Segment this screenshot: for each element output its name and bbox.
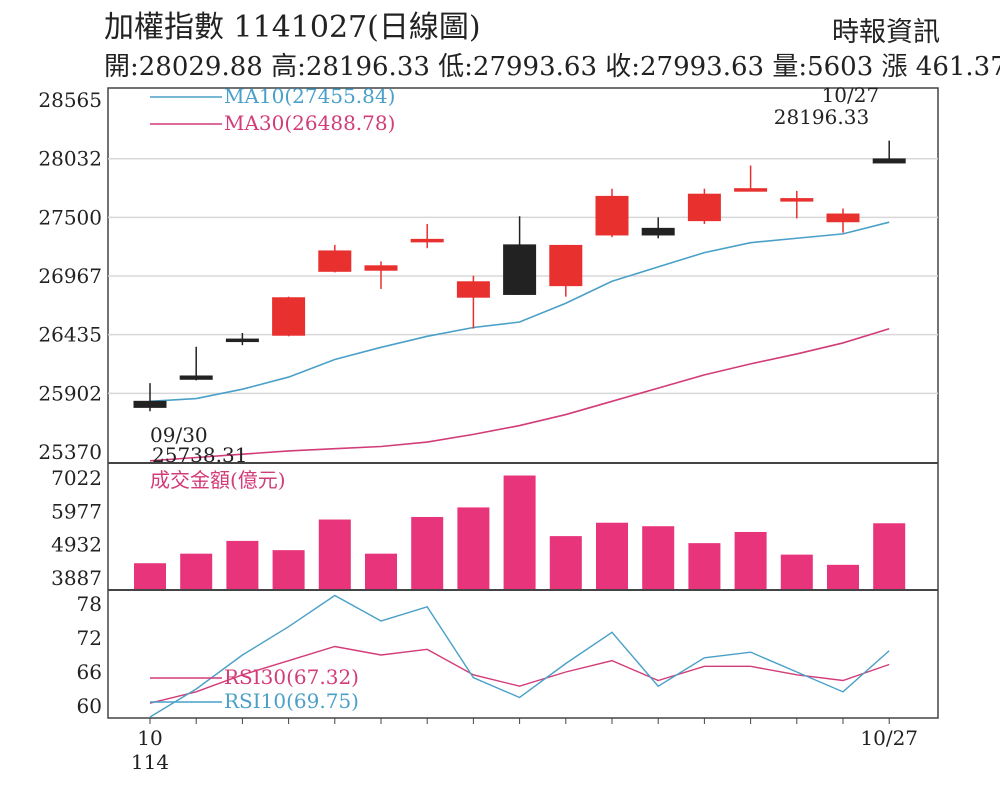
x-tick-label: 114: [131, 750, 169, 774]
rsi30-line: [149, 645, 890, 704]
candle-body: [456, 281, 490, 298]
volume-bar: [180, 553, 213, 589]
volume-bar: [549, 536, 582, 589]
candle: [272, 296, 306, 337]
chart-title: 加權指數 1141027(日線圖): [104, 10, 481, 45]
x-tick-label: 10: [137, 726, 162, 750]
candle: [687, 188, 721, 224]
candle: [225, 333, 259, 346]
candle: [872, 140, 906, 164]
y-tick-label: 26967: [38, 264, 102, 288]
volume-bar: [780, 554, 813, 589]
volume-bar: [642, 526, 675, 589]
y-tick-label: 26435: [38, 323, 102, 347]
ma10-line: [149, 221, 890, 403]
candle-body: [826, 213, 860, 223]
candle-body: [503, 244, 537, 295]
annotation-date: 09/30: [150, 423, 208, 447]
chart-frame: [107, 87, 939, 719]
candle-body: [734, 188, 768, 192]
legend-label: RSI10(69.75): [224, 689, 359, 713]
candle-body: [549, 244, 583, 287]
candle: [641, 217, 675, 239]
candle: [826, 208, 860, 233]
y-tick-label: 28565: [38, 88, 102, 112]
source-label: 時報資訊: [832, 17, 940, 48]
volume-bar: [596, 522, 628, 589]
candle: [780, 190, 814, 219]
annotation-date: 10/27: [822, 83, 880, 107]
candle-body: [410, 238, 444, 243]
candle: [410, 223, 444, 249]
y-tick-label: 3887: [51, 566, 102, 590]
candle-body: [641, 227, 675, 236]
volume-bar: [503, 475, 536, 589]
ma30-line: [149, 327, 890, 462]
candle-body: [595, 195, 629, 236]
y-tick-label: 78: [77, 592, 102, 616]
volume-bar: [688, 543, 721, 589]
legend-label: RSI30(67.32): [224, 665, 359, 689]
candle: [318, 244, 352, 273]
candle-body: [872, 158, 906, 164]
candle-body: [272, 297, 306, 336]
candle-body: [364, 265, 398, 271]
candle: [179, 346, 213, 381]
candle-body: [318, 250, 352, 272]
candle: [734, 165, 768, 192]
y-tick-label: 5977: [51, 499, 102, 523]
volume-bar: [226, 540, 259, 589]
y-tick-label: 28032: [38, 147, 102, 171]
volume-bar: [318, 519, 351, 589]
y-tick-label: 66: [77, 660, 102, 684]
x-tick-label: 10/27: [860, 726, 918, 750]
candle-body: [133, 400, 167, 408]
volume-bar: [827, 564, 859, 589]
y-tick-label: 27500: [38, 205, 102, 229]
volume-title: 成交金額(億元): [150, 468, 286, 492]
candle: [549, 244, 583, 297]
volume-bar: [134, 563, 166, 589]
volume-bar: [457, 507, 490, 589]
candle-body: [687, 193, 721, 222]
annotation-value: 28196.33: [774, 105, 869, 129]
volume-bar: [365, 553, 397, 589]
candle: [133, 383, 167, 412]
candle: [456, 275, 490, 329]
candle-body: [225, 338, 259, 343]
y-tick-label: 4932: [51, 533, 102, 557]
candle: [503, 216, 537, 296]
y-tick-label: 7022: [51, 466, 102, 490]
annotation-value: 25738.31: [152, 443, 247, 467]
candle: [364, 261, 398, 289]
ohlc-summary: 開:28029.88 高:28196.33 低:27993.63 收:27993…: [104, 52, 1000, 82]
volume-bar: [411, 516, 444, 589]
y-tick-label: 25370: [38, 440, 102, 464]
legend-label: MA30(26488.78): [224, 111, 395, 135]
y-tick-label: 60: [77, 694, 102, 718]
volume-bar: [272, 550, 305, 589]
y-tick-label: 25902: [38, 381, 102, 405]
y-tick-label: 72: [77, 626, 102, 650]
volume-bar: [734, 531, 767, 589]
candle-body: [780, 198, 814, 202]
legend-label: MA10(27455.84): [224, 84, 395, 108]
candle-body: [179, 375, 213, 380]
candle: [595, 188, 629, 238]
rsi10-line: [149, 594, 890, 718]
volume-bar: [873, 523, 906, 589]
